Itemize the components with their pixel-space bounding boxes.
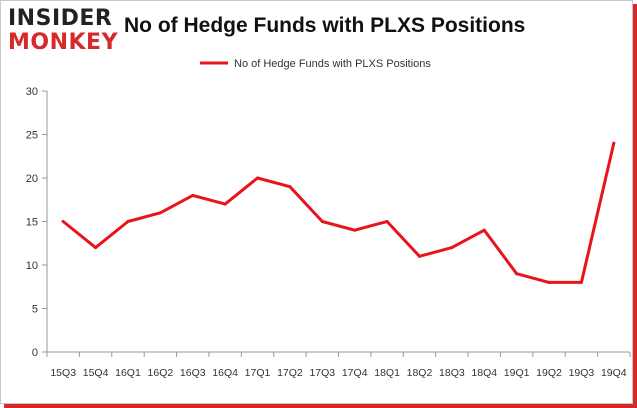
data-point bbox=[320, 220, 324, 223]
data-point bbox=[547, 280, 551, 284]
x-tick-label: 16Q1 bbox=[115, 367, 141, 379]
x-tick-label: 18Q2 bbox=[407, 367, 433, 379]
data-point bbox=[126, 220, 130, 223]
x-tick-label: 15Q3 bbox=[50, 367, 76, 379]
x-tick-label: 19Q1 bbox=[504, 367, 530, 379]
insider-monkey-logo: INSIDER MONKEY bbox=[8, 6, 119, 56]
data-point bbox=[158, 211, 162, 215]
x-tick-label: 18Q3 bbox=[439, 367, 465, 379]
data-point bbox=[288, 185, 292, 189]
data-point bbox=[612, 141, 616, 145]
data-point bbox=[482, 228, 486, 232]
data-point bbox=[61, 220, 65, 223]
x-tick-label: 19Q2 bbox=[536, 367, 562, 379]
legend-label: No of Hedge Funds with PLXS Positions bbox=[234, 58, 431, 70]
x-tick-label: 18Q1 bbox=[374, 367, 400, 379]
series-line bbox=[61, 141, 616, 284]
data-point bbox=[223, 202, 227, 206]
data-point bbox=[515, 272, 519, 276]
y-tick-label: 5 bbox=[32, 304, 38, 316]
x-tick-label: 17Q3 bbox=[309, 367, 335, 379]
data-point bbox=[385, 220, 389, 223]
data-point bbox=[94, 246, 98, 250]
y-tick-label: 20 bbox=[26, 173, 38, 185]
x-tick-label: 19Q4 bbox=[601, 367, 627, 379]
x-tick-label: 19Q3 bbox=[569, 367, 595, 379]
x-tick-label: 15Q4 bbox=[83, 367, 109, 379]
data-point bbox=[191, 193, 195, 197]
data-point bbox=[256, 176, 260, 180]
x-tick-label: 16Q2 bbox=[148, 367, 174, 379]
data-point bbox=[450, 246, 454, 250]
logo-text-monkey: MONKEY bbox=[8, 30, 119, 55]
x-tick-label: 17Q1 bbox=[245, 367, 271, 379]
data-point bbox=[579, 280, 583, 284]
logo-text-insider: INSIDER bbox=[8, 6, 113, 31]
y-tick-label: 10 bbox=[26, 260, 38, 272]
x-tick-label: 16Q3 bbox=[180, 367, 206, 379]
x-tick-label: 17Q4 bbox=[342, 367, 368, 379]
y-tick-label: 30 bbox=[26, 86, 38, 98]
y-tick-label: 25 bbox=[26, 130, 38, 142]
y-tick-label: 0 bbox=[32, 347, 38, 359]
y-tick-label: 15 bbox=[26, 217, 38, 229]
x-tick-label: 17Q2 bbox=[277, 367, 303, 379]
data-point bbox=[353, 228, 357, 232]
data-point bbox=[417, 254, 421, 258]
chart-title: No of Hedge Funds with PLXS Positions bbox=[124, 14, 526, 37]
x-tick-label: 16Q4 bbox=[212, 367, 238, 379]
x-tick-label: 18Q4 bbox=[471, 367, 497, 379]
